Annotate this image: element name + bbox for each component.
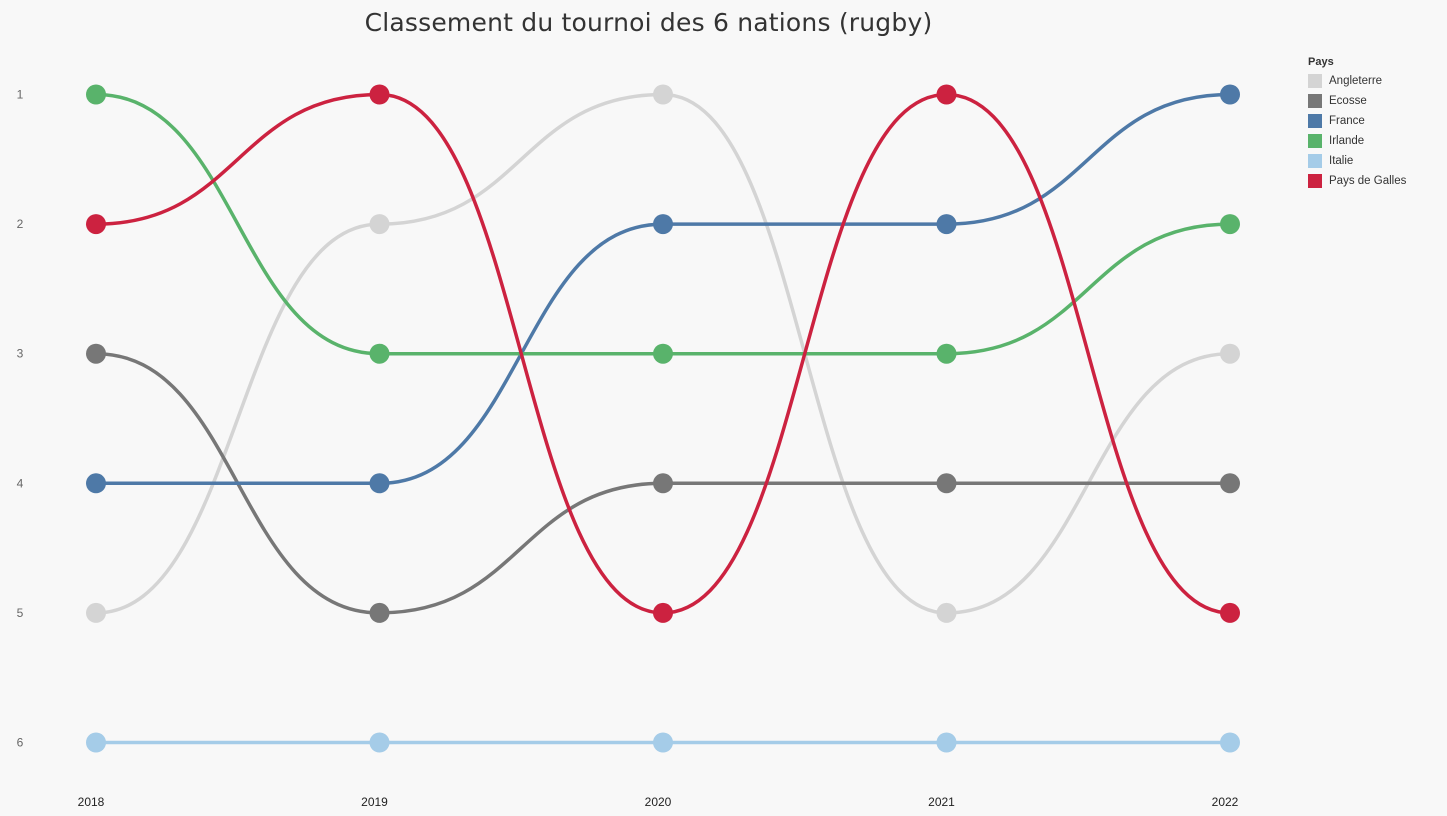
data-point-ecosse[interactable] xyxy=(653,473,673,494)
legend-item-italie[interactable]: Italie xyxy=(1308,151,1406,171)
data-point-ecosse[interactable] xyxy=(936,473,957,494)
y-tick-label: 3 xyxy=(17,347,24,361)
legend-item-irlande[interactable]: Irlande xyxy=(1308,131,1406,151)
data-point-france[interactable] xyxy=(653,214,673,235)
data-point-pays-de-galles[interactable] xyxy=(86,214,106,235)
y-tick-label: 5 xyxy=(17,606,24,620)
x-tick-label: 2020 xyxy=(645,795,672,809)
data-point-irlande[interactable] xyxy=(1220,214,1240,235)
legend-title: Pays xyxy=(1308,56,1334,68)
legend-label: Irlande xyxy=(1329,135,1365,147)
series-points xyxy=(86,84,1240,753)
series-line-france[interactable] xyxy=(94,92,1232,486)
legend-label: Pays de Galles xyxy=(1329,175,1407,187)
series-line-ecosse[interactable] xyxy=(94,351,1232,615)
legend-item-france[interactable]: France xyxy=(1308,111,1406,131)
data-point-angleterre[interactable] xyxy=(369,214,390,235)
y-tick-label: 6 xyxy=(17,736,24,750)
y-tick-label: 1 xyxy=(17,88,24,102)
legend-swatch xyxy=(1308,94,1322,108)
legend-label: Italie xyxy=(1329,155,1354,167)
data-point-italie[interactable] xyxy=(86,732,106,753)
data-point-pays-de-galles[interactable] xyxy=(936,84,957,105)
data-point-irlande[interactable] xyxy=(86,84,106,105)
x-tick-label: 2022 xyxy=(1212,795,1239,809)
x-tick-label: 2019 xyxy=(361,795,388,809)
series-line-pays-de-galles[interactable] xyxy=(94,92,1232,615)
legend-item-pays-de-galles[interactable]: Pays de Galles xyxy=(1308,171,1406,191)
legend-label: France xyxy=(1329,115,1365,127)
legend-label: Ecosse xyxy=(1329,95,1367,107)
legend: Pays Angleterre Ecosse France Irlande Italie… xyxy=(1308,56,1406,191)
data-point-italie[interactable] xyxy=(369,732,390,753)
data-point-italie[interactable] xyxy=(1220,732,1240,753)
data-point-angleterre[interactable] xyxy=(936,602,957,623)
series-line-angleterre[interactable] xyxy=(94,92,1232,615)
legend-swatch xyxy=(1308,134,1322,148)
x-tick-label: 2018 xyxy=(78,795,105,809)
data-point-ecosse[interactable] xyxy=(1220,473,1240,494)
data-point-irlande[interactable] xyxy=(936,343,957,364)
data-point-angleterre[interactable] xyxy=(86,602,106,623)
data-point-irlande[interactable] xyxy=(369,343,390,364)
y-tick-label: 4 xyxy=(17,476,24,490)
legend-swatch xyxy=(1308,154,1322,168)
legend-swatch xyxy=(1308,114,1322,128)
data-point-pays-de-galles[interactable] xyxy=(369,84,390,105)
series-line-irlande[interactable] xyxy=(94,92,1232,356)
data-point-italie[interactable] xyxy=(936,732,957,753)
x-tick-label: 2021 xyxy=(928,795,955,809)
legend-label: Angleterre xyxy=(1329,75,1383,87)
legend-item-ecosse[interactable]: Ecosse xyxy=(1308,91,1406,111)
legend-items: Angleterre Ecosse France Irlande Italie Pays … xyxy=(1308,71,1406,191)
series-lines xyxy=(94,92,1232,745)
data-point-pays-de-galles[interactable] xyxy=(653,602,673,623)
data-point-france[interactable] xyxy=(86,473,106,494)
data-point-france[interactable] xyxy=(936,214,957,235)
data-point-angleterre[interactable] xyxy=(653,84,673,105)
data-point-france[interactable] xyxy=(1220,84,1240,105)
data-point-ecosse[interactable] xyxy=(369,602,390,623)
legend-swatch xyxy=(1308,174,1322,188)
data-point-italie[interactable] xyxy=(653,732,673,753)
data-point-pays-de-galles[interactable] xyxy=(1220,602,1240,623)
legend-swatch xyxy=(1308,74,1322,88)
x-axis: 2018 2019 2020 2021 2022 xyxy=(78,795,1239,809)
data-point-angleterre[interactable] xyxy=(1220,343,1240,364)
y-tick-label: 2 xyxy=(17,217,24,231)
data-point-irlande[interactable] xyxy=(653,343,673,364)
data-point-france[interactable] xyxy=(369,473,390,494)
chart-title: Classement du tournoi des 6 nations (rug… xyxy=(364,8,933,37)
legend-item-angleterre[interactable]: Angleterre xyxy=(1308,71,1406,91)
data-point-ecosse[interactable] xyxy=(86,343,106,364)
y-axis: 1 2 3 4 5 6 xyxy=(17,88,24,750)
